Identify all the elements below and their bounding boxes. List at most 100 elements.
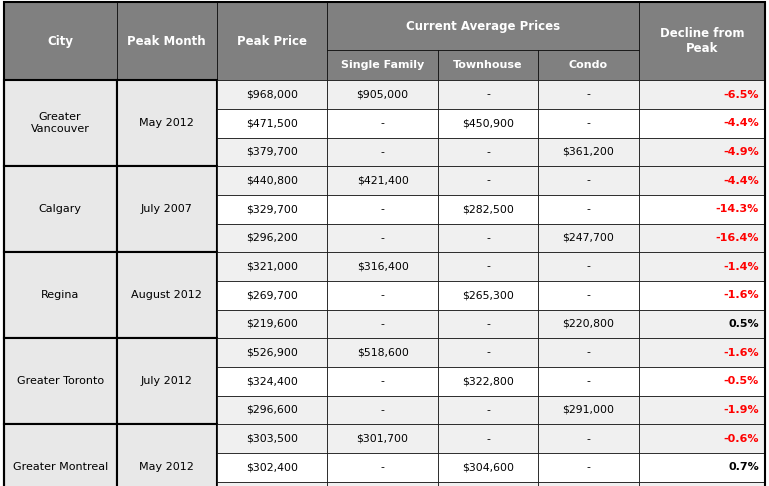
Bar — [639, 138, 765, 166]
Text: -: - — [587, 89, 591, 100]
Bar — [4, 338, 117, 424]
Bar — [117, 252, 217, 338]
Text: -: - — [381, 290, 384, 300]
Text: -1.4%: -1.4% — [724, 261, 759, 272]
Bar — [328, 396, 438, 424]
Bar — [639, 424, 765, 453]
Text: -16.4%: -16.4% — [715, 233, 759, 243]
Text: Condo: Condo — [569, 60, 608, 70]
Bar — [538, 109, 639, 138]
Text: August 2012: August 2012 — [131, 290, 202, 300]
Bar — [328, 252, 438, 281]
Bar — [4, 2, 117, 80]
Bar — [217, 367, 328, 396]
Text: $905,000: $905,000 — [357, 89, 408, 100]
Bar — [328, 166, 438, 195]
Text: -: - — [381, 376, 384, 386]
Bar — [538, 453, 639, 482]
Bar — [328, 424, 438, 453]
Bar — [639, 166, 765, 195]
Text: -: - — [486, 175, 490, 186]
Text: July 2012: July 2012 — [141, 376, 193, 386]
Bar — [538, 396, 639, 424]
Bar — [438, 138, 538, 166]
Bar — [538, 281, 639, 310]
Bar — [217, 252, 328, 281]
Bar — [639, 281, 765, 310]
Text: -4.4%: -4.4% — [724, 175, 759, 186]
Bar — [438, 195, 538, 224]
Text: $282,500: $282,500 — [462, 204, 514, 214]
Bar — [438, 80, 538, 109]
Bar — [117, 2, 217, 80]
Bar — [217, 482, 328, 486]
Bar — [217, 224, 328, 252]
Text: -1.6%: -1.6% — [724, 347, 759, 358]
Text: May 2012: May 2012 — [139, 462, 195, 472]
Bar — [438, 166, 538, 195]
Text: Greater Montreal: Greater Montreal — [12, 462, 108, 472]
Bar — [4, 424, 117, 486]
Bar — [328, 2, 639, 50]
Text: $301,700: $301,700 — [357, 434, 408, 444]
Bar — [117, 424, 217, 486]
Text: Single Family: Single Family — [341, 60, 424, 70]
Text: July 2007: July 2007 — [141, 204, 193, 214]
Bar — [217, 138, 328, 166]
Text: $518,600: $518,600 — [357, 347, 408, 358]
Text: -: - — [587, 118, 591, 128]
Bar — [538, 424, 639, 453]
Text: -: - — [587, 347, 591, 358]
Bar — [639, 338, 765, 367]
Bar — [328, 453, 438, 482]
Text: $324,400: $324,400 — [246, 376, 298, 386]
Text: $219,600: $219,600 — [246, 319, 298, 329]
Text: May 2012: May 2012 — [139, 118, 195, 128]
Bar — [217, 281, 328, 310]
Text: $329,700: $329,700 — [246, 204, 298, 214]
Text: Peak Price: Peak Price — [237, 35, 307, 48]
Bar — [217, 424, 328, 453]
Text: Greater Toronto: Greater Toronto — [17, 376, 104, 386]
Text: $316,400: $316,400 — [357, 261, 408, 272]
Text: $440,800: $440,800 — [246, 175, 298, 186]
Text: -0.6%: -0.6% — [724, 434, 759, 444]
Bar — [117, 80, 217, 166]
Text: -: - — [587, 462, 591, 472]
Bar — [328, 281, 438, 310]
Bar — [438, 252, 538, 281]
Text: -: - — [587, 261, 591, 272]
Bar — [538, 138, 639, 166]
Bar — [639, 367, 765, 396]
Bar — [538, 482, 639, 486]
Text: $265,300: $265,300 — [462, 290, 514, 300]
Bar — [217, 453, 328, 482]
Bar — [438, 424, 538, 453]
Text: -: - — [486, 147, 490, 157]
Text: $304,600: $304,600 — [462, 462, 514, 472]
Bar — [328, 224, 438, 252]
Bar — [639, 80, 765, 109]
Bar — [538, 252, 639, 281]
Text: Townhouse: Townhouse — [453, 60, 523, 70]
Text: -14.3%: -14.3% — [716, 204, 759, 214]
Bar — [438, 310, 538, 338]
Bar — [217, 195, 328, 224]
Text: -: - — [587, 376, 591, 386]
Bar — [328, 482, 438, 486]
Text: Peak Month: Peak Month — [128, 35, 206, 48]
Text: -: - — [381, 204, 384, 214]
Text: $321,000: $321,000 — [246, 261, 298, 272]
Bar — [4, 80, 117, 166]
Bar — [217, 109, 328, 138]
Text: Regina: Regina — [41, 290, 79, 300]
Text: $269,700: $269,700 — [246, 290, 298, 300]
Text: -1.6%: -1.6% — [724, 290, 759, 300]
Bar — [328, 367, 438, 396]
Bar — [438, 367, 538, 396]
Text: 0.7%: 0.7% — [728, 462, 759, 472]
Text: -: - — [486, 233, 490, 243]
Text: -: - — [381, 405, 384, 415]
Bar — [639, 396, 765, 424]
Text: Greater
Vancouver: Greater Vancouver — [31, 112, 90, 134]
